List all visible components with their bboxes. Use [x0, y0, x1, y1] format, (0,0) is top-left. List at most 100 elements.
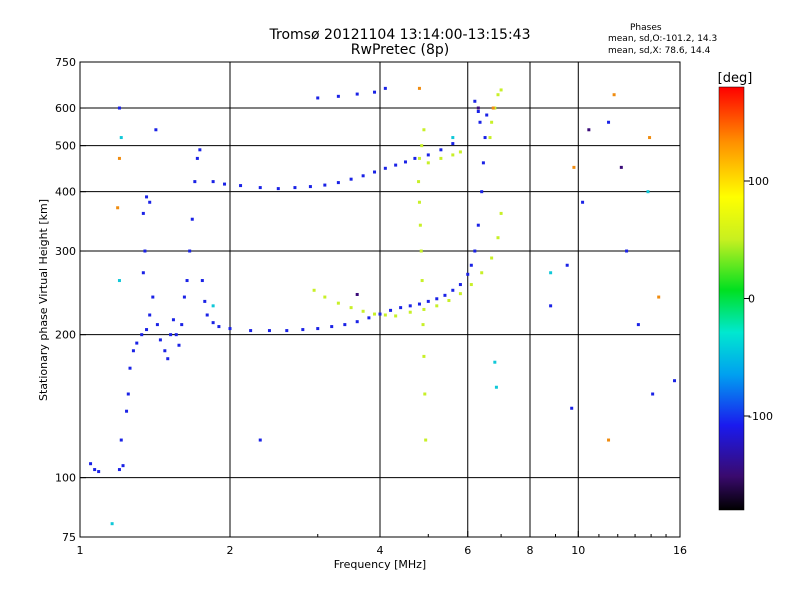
data-point [651, 392, 655, 396]
data-point [158, 338, 162, 342]
data-point [148, 200, 152, 204]
data-point [648, 136, 652, 140]
data-point [612, 93, 616, 97]
data-point [373, 170, 377, 174]
data-point [378, 312, 382, 316]
data-point [394, 314, 398, 318]
data-point [141, 211, 145, 215]
data-point [267, 329, 271, 333]
data-point [119, 438, 123, 442]
data-point [323, 183, 327, 187]
data-point [361, 174, 365, 178]
data-point [417, 180, 421, 184]
data-point [451, 136, 455, 140]
y-tick-label: 600 [55, 102, 76, 115]
grid-lines [80, 62, 680, 537]
data-point [211, 180, 215, 184]
colorbar-gradient [718, 86, 745, 511]
data-point [488, 136, 492, 140]
data-point [190, 217, 194, 221]
data-point [155, 323, 159, 327]
data-point [636, 323, 640, 327]
data-point [469, 283, 473, 287]
x-axis-ticks: 1 2 4 6 8 10 16 [77, 531, 687, 557]
data-point [435, 304, 439, 308]
colorbar-tick-label: 100 [748, 175, 769, 188]
data-point [316, 96, 320, 100]
data-point [145, 328, 149, 332]
data-point [422, 307, 426, 311]
data-point [223, 182, 227, 186]
data-point [200, 279, 204, 283]
data-point [301, 328, 305, 332]
data-point [148, 313, 152, 317]
data-point [117, 156, 121, 160]
data-point [476, 109, 480, 113]
y-tick-label: 500 [55, 140, 76, 153]
data-point [426, 153, 430, 157]
data-point [205, 313, 209, 317]
data-point [625, 249, 629, 253]
data-point [249, 329, 253, 333]
data-point [496, 93, 500, 97]
data-point [417, 200, 421, 204]
data-point [496, 236, 500, 240]
data-point [451, 153, 455, 157]
x-tick-label: 10 [571, 544, 585, 557]
data-point [476, 223, 480, 227]
data-point [570, 406, 574, 410]
y-axis-label: Stationary phase Virtual Height [km] [37, 199, 50, 401]
data-point [154, 128, 158, 132]
data-point [195, 156, 199, 160]
data-point [117, 279, 121, 283]
data-point [361, 309, 365, 313]
data-point [355, 292, 359, 296]
data-point [408, 310, 412, 314]
data-point [174, 333, 178, 337]
data-point [480, 271, 484, 275]
data-point [117, 106, 121, 110]
data-point [443, 293, 447, 297]
data-point [476, 106, 480, 110]
data-point [607, 438, 611, 442]
data-point [140, 333, 144, 337]
data-point [163, 349, 167, 353]
x-axis-label: Frequency [MHz] [334, 558, 426, 571]
data-point [420, 279, 424, 283]
data-point [119, 136, 123, 140]
data-point [203, 299, 207, 303]
data-point [355, 92, 359, 96]
data-point [572, 165, 576, 169]
data-point [493, 106, 497, 110]
data-point [166, 357, 170, 361]
phase-stats-o-mode: mean, sd,O:-101.2, 14.3 [608, 34, 718, 44]
x-tick-label: 1 [77, 544, 84, 557]
data-point [657, 295, 661, 299]
data-point [417, 302, 421, 306]
data-point [417, 156, 421, 160]
data-point [110, 522, 114, 526]
data-point [383, 86, 387, 90]
data-point [408, 304, 412, 308]
data-point [93, 468, 97, 472]
x-tick-label: 8 [527, 544, 534, 557]
data-point [258, 438, 262, 442]
data-point [458, 283, 462, 287]
data-point [143, 249, 147, 253]
data-point [285, 329, 289, 333]
data-point [336, 301, 340, 305]
phase-stats-x-mode: mean, sd,X: 78.6, 14.4 [608, 46, 711, 56]
data-point [336, 94, 340, 98]
chart-title: Tromsø 20121104 13:14:00-13:15:43 [269, 27, 531, 43]
data-point [480, 190, 484, 194]
data-point [419, 249, 423, 253]
y-axis-ticks: 75 100 200 300 400 500 600 750 [55, 56, 86, 544]
data-point [399, 306, 403, 310]
data-point [422, 354, 426, 358]
data-point [458, 150, 462, 154]
data-point [435, 297, 439, 301]
data-point [177, 343, 181, 347]
data-point [336, 181, 340, 185]
data-point [483, 136, 487, 140]
